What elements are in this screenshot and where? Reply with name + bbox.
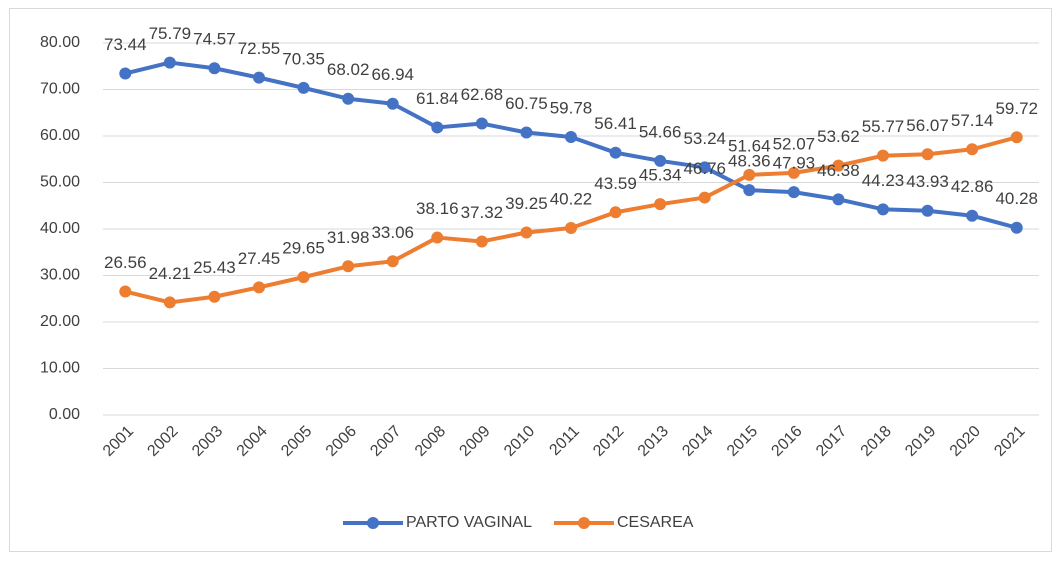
data-point [743, 168, 756, 181]
data-label: 39.25 [505, 194, 548, 213]
data-label: 56.41 [594, 114, 637, 133]
y-tick-label: 40.00 [40, 220, 80, 237]
y-tick-label: 50.00 [40, 174, 80, 191]
data-point [431, 121, 444, 134]
y-tick-label: 70.00 [40, 81, 80, 98]
data-label: 61.84 [416, 89, 459, 108]
data-point [520, 226, 533, 239]
data-point [609, 206, 622, 219]
data-label: 26.56 [104, 253, 147, 272]
data-point [743, 184, 756, 197]
data-label: 70.35 [282, 49, 325, 68]
data-label: 53.62 [817, 127, 860, 146]
data-label: 51.64 [728, 136, 771, 155]
data-label: 42.86 [951, 177, 994, 196]
data-point [698, 161, 711, 174]
legend-marker [367, 517, 379, 529]
y-tick-label: 80.00 [40, 34, 80, 51]
data-label: 59.72 [995, 99, 1038, 118]
data-point [921, 148, 934, 161]
legend-label: PARTO VAGINAL [406, 514, 532, 531]
data-label: 72.55 [238, 39, 281, 58]
data-point [966, 143, 979, 156]
data-label: 47.93 [773, 154, 816, 173]
data-label: 74.57 [193, 30, 236, 49]
data-label: 25.43 [193, 258, 236, 277]
data-point [877, 203, 889, 216]
data-point [297, 271, 310, 284]
chart-border [9, 8, 1052, 552]
legend-label: CESAREA [617, 514, 694, 531]
data-label: 43.59 [594, 174, 637, 193]
y-tick-label: 10.00 [40, 360, 80, 377]
data-point [832, 159, 845, 172]
data-label: 52.07 [773, 134, 816, 153]
data-point [431, 231, 444, 244]
data-point [475, 117, 488, 130]
y-tick-label: 30.00 [40, 267, 80, 284]
data-label: 56.07 [906, 116, 949, 135]
data-point [520, 126, 533, 139]
data-point [253, 281, 265, 294]
data-label: 60.75 [505, 94, 548, 113]
data-point [787, 166, 800, 179]
data-label: 68.02 [327, 60, 370, 79]
data-point [163, 296, 176, 309]
data-label: 53.24 [683, 129, 726, 148]
data-label: 29.65 [282, 239, 325, 258]
data-point [297, 81, 310, 94]
data-label: 57.14 [951, 111, 994, 130]
data-point [654, 154, 667, 167]
y-tick-label: 60.00 [40, 127, 80, 144]
data-point [787, 186, 800, 199]
data-label: 31.98 [327, 228, 370, 247]
data-label: 73.44 [104, 35, 147, 54]
data-point [877, 149, 889, 162]
data-label: 37.32 [461, 203, 504, 222]
data-point [386, 97, 399, 110]
data-point [386, 255, 399, 268]
data-point [208, 290, 221, 303]
data-label: 75.79 [149, 24, 192, 43]
y-tick-label: 0.00 [49, 406, 80, 423]
data-label: 27.45 [238, 249, 281, 268]
data-label: 38.16 [416, 199, 459, 218]
data-label: 54.66 [639, 122, 682, 141]
data-label: 44.23 [862, 171, 905, 190]
y-tick-label: 20.00 [40, 313, 80, 330]
data-label: 45.34 [639, 166, 682, 185]
data-point [698, 191, 711, 204]
data-label: 40.22 [550, 189, 593, 208]
data-point [1010, 131, 1023, 144]
data-label: 66.94 [371, 65, 414, 84]
data-point [921, 204, 934, 217]
data-point [654, 198, 667, 211]
data-point [609, 146, 622, 159]
data-point [565, 131, 577, 144]
data-label: 46.38 [817, 161, 860, 180]
data-label: 24.21 [149, 264, 192, 283]
data-point [565, 221, 577, 234]
data-point [832, 193, 845, 206]
data-label: 62.68 [461, 85, 504, 104]
legend-marker [577, 517, 590, 529]
data-point [475, 235, 488, 248]
data-label: 59.78 [550, 99, 593, 118]
data-point [342, 260, 355, 273]
data-point [163, 56, 176, 69]
data-point [119, 285, 132, 298]
data-label: 33.06 [371, 223, 414, 242]
data-label: 40.28 [995, 189, 1038, 208]
data-point [966, 209, 979, 222]
data-point [342, 92, 355, 105]
data-point [253, 71, 265, 84]
data-point [119, 67, 132, 80]
data-label: 55.77 [862, 117, 905, 136]
data-label: 48.36 [728, 152, 771, 171]
data-point [208, 62, 221, 75]
data-point [1010, 221, 1023, 234]
data-label: 46.76 [683, 159, 726, 178]
data-label: 43.93 [906, 172, 949, 191]
